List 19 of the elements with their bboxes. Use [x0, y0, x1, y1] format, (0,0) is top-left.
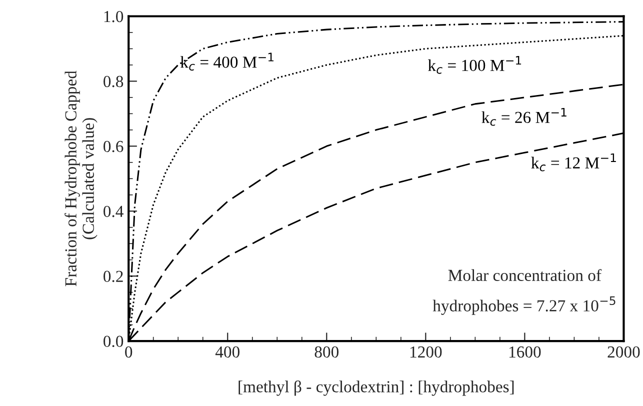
x-tick-label: 1600 — [509, 346, 541, 358]
annotation: Molar concentration of hydrophobes = 7.27 x 10$^{−5}$ — [432, 269, 616, 315]
x-tick-label: 1200 — [410, 346, 442, 358]
series-label: k$_{c}$ = 100 M$^{−1}$ — [428, 56, 522, 74]
y-tick-label: 0.0 — [104, 336, 124, 348]
series-label: k$_{c}$ = 12 M$^{−1}$ — [531, 153, 616, 172]
y-tick-label: 1.0 — [104, 10, 124, 22]
x-axis-title: [methyl β - cyclodextrin] : [hydrophobes] — [238, 380, 514, 396]
x-tick-label: 2000 — [608, 346, 640, 358]
x-tick-label: 800 — [314, 346, 339, 358]
series-label: k$_{c}$ = 26 M$^{−1}$ — [482, 108, 566, 126]
y-tick-label: 0.8 — [104, 76, 124, 88]
x-tick-label: 0 — [125, 346, 132, 358]
x-tick-label: 400 — [215, 346, 240, 358]
y-tick-label: 0.4 — [104, 206, 124, 218]
y-axis-title: Fraction of Hydrophobe Capped (Calculated value) — [64, 70, 98, 286]
y-tick-label: 0.2 — [104, 270, 123, 282]
y-tick-label: 0.6 — [104, 140, 124, 152]
series-label: k$_{c}$ = 400 M$^{−1}$ — [180, 52, 274, 71]
